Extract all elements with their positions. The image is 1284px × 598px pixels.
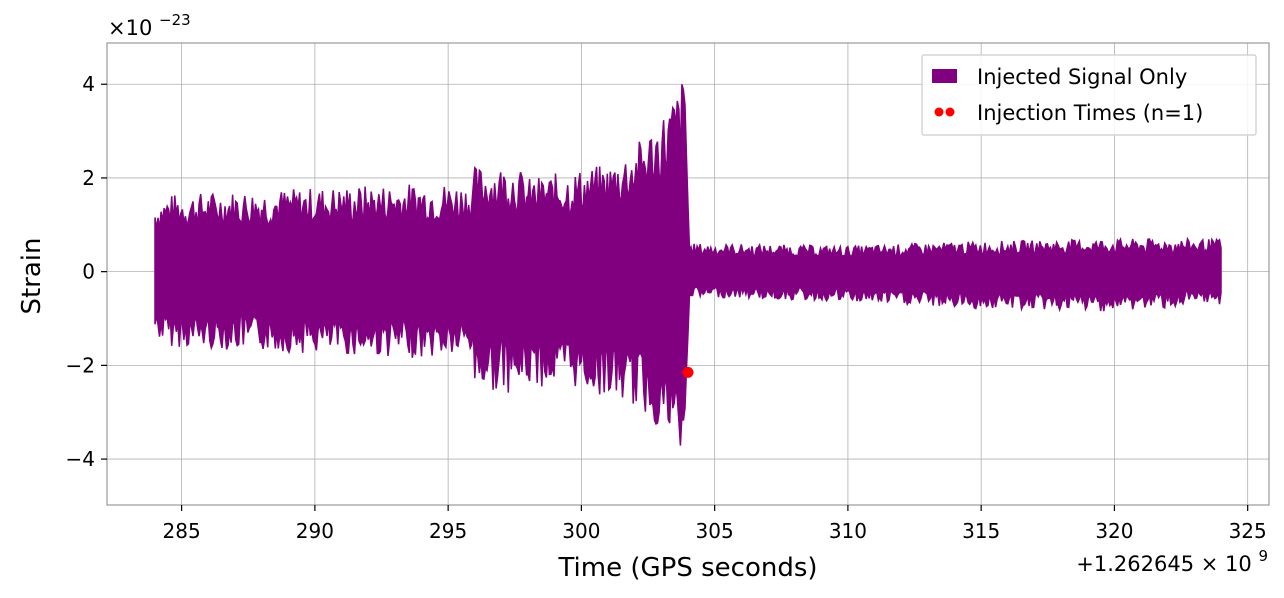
legend-marker-injection-a	[934, 107, 944, 117]
legend-swatch-injected-signal	[932, 69, 957, 83]
legend: Injected Signal Only Injection Times (n=…	[921, 54, 1257, 136]
x-tick-label: 325	[1229, 519, 1267, 543]
legend-label-injection-times: Injection Times (n=1)	[977, 101, 1203, 125]
y-tick-label: −2	[66, 353, 95, 377]
x-tick-label: 295	[429, 519, 467, 543]
y-multiplier: ×10 −23	[108, 11, 191, 40]
x-tick-label: 300	[562, 519, 600, 543]
y-tick-label: −4	[66, 447, 95, 471]
x-offset-base: +1.262645	[1076, 552, 1194, 576]
legend-box	[921, 54, 1257, 136]
x-tick-label: 320	[1095, 519, 1133, 543]
legend-marker-injection-b	[945, 107, 955, 117]
series-injected-signal-only	[154, 84, 1222, 446]
x-tick-label: 315	[962, 519, 1000, 543]
legend-label-injected-signal: Injected Signal Only	[977, 65, 1187, 89]
x-axis-label: Time (GPS seconds)	[557, 553, 817, 583]
plot-area	[154, 84, 1222, 446]
x-tick-label: 310	[829, 519, 867, 543]
injection-time-marker	[682, 366, 694, 378]
x-offset-exponent: 9	[1258, 547, 1268, 565]
y-multiplier-exponent: −23	[159, 11, 191, 29]
y-tick-label: 4	[82, 72, 95, 96]
x-tick-label: 305	[696, 519, 734, 543]
x-offset-times: × 10	[1201, 552, 1252, 576]
y-axis-label: Strain	[17, 237, 47, 314]
y-multiplier-base: ×10	[108, 16, 152, 40]
ticks: 285 290 295 300 305 310 315 320 325 −4 −2 0 2 4	[66, 72, 1267, 543]
x-tick-label: 290	[296, 519, 334, 543]
x-offset: +1.262645 × 10 9	[1076, 547, 1268, 576]
y-tick-label: 0	[82, 260, 95, 284]
axes-frame	[106, 42, 1270, 506]
y-tick-label: 2	[82, 166, 95, 190]
x-tick-label: 285	[163, 519, 201, 543]
